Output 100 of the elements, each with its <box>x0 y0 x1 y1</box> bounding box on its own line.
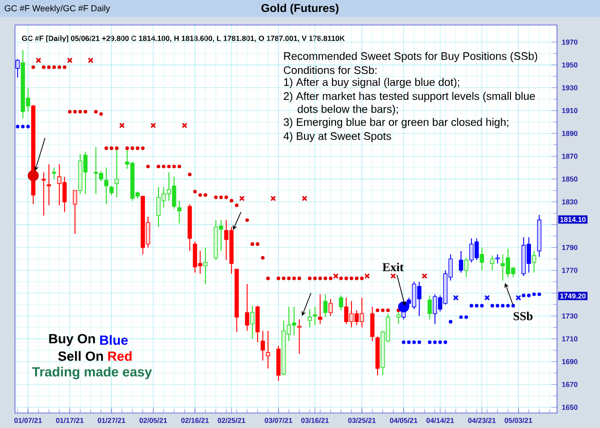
point <box>204 193 208 197</box>
point <box>433 340 437 344</box>
point <box>94 110 98 114</box>
point <box>474 304 478 308</box>
candlestick <box>428 294 432 320</box>
point <box>178 164 182 168</box>
point <box>398 301 410 312</box>
point <box>444 340 448 344</box>
point <box>464 315 468 319</box>
candlestick <box>312 306 318 326</box>
candlestick <box>318 294 322 324</box>
point <box>282 276 286 280</box>
point <box>104 146 108 150</box>
annotation: Trading made easy <box>32 366 152 380</box>
point <box>412 340 416 344</box>
point <box>302 196 308 202</box>
point <box>110 146 114 150</box>
point <box>21 124 25 128</box>
point <box>250 242 254 246</box>
annotation: 4) Buy at Sweet Spots <box>284 132 392 142</box>
point <box>36 58 42 64</box>
point <box>47 65 51 70</box>
point <box>422 273 428 279</box>
point <box>298 276 302 280</box>
candlestick <box>16 58 20 78</box>
point <box>350 276 354 280</box>
candlestick <box>328 298 333 316</box>
point <box>328 276 332 280</box>
annotation: Recommended Sweet Spots for Buy Positions (SSb) <box>284 52 538 62</box>
point <box>66 58 73 64</box>
point <box>500 304 505 308</box>
point <box>364 273 370 279</box>
point <box>198 193 202 197</box>
point <box>150 122 156 128</box>
point <box>245 218 249 222</box>
point <box>537 292 542 296</box>
chart-title: Gold (Futures) <box>261 4 338 14</box>
point <box>527 294 531 298</box>
point <box>58 65 62 70</box>
point <box>390 273 396 279</box>
point <box>354 276 358 280</box>
point <box>28 170 39 182</box>
candlestick <box>480 247 484 271</box>
point <box>333 273 339 279</box>
point <box>318 276 322 280</box>
point <box>386 308 390 312</box>
point <box>26 124 30 128</box>
candlestick <box>203 247 208 285</box>
point <box>266 276 270 280</box>
candlestick <box>297 318 302 354</box>
point <box>130 146 134 150</box>
point <box>42 65 46 70</box>
annotation: Red <box>108 351 132 361</box>
point <box>380 308 385 312</box>
point <box>193 190 197 194</box>
candlestick <box>42 172 46 216</box>
point <box>167 164 171 168</box>
point <box>459 315 463 319</box>
point <box>532 292 536 296</box>
candlestick <box>177 200 182 224</box>
point <box>125 146 129 150</box>
point <box>84 110 88 114</box>
point <box>99 112 103 116</box>
annotation: 2) After market has tested support levels (small blue <box>284 92 535 102</box>
candlestick <box>464 257 468 278</box>
point <box>376 308 380 312</box>
text: GC #F Weekly/GC #F Daily <box>4 4 110 14</box>
annotation: SSb <box>514 312 533 320</box>
candlestick <box>260 330 265 361</box>
point <box>511 304 515 308</box>
point <box>292 276 296 280</box>
point <box>224 196 228 200</box>
point <box>68 110 72 114</box>
point <box>344 276 348 280</box>
point <box>339 276 343 280</box>
point <box>119 122 125 128</box>
point <box>452 294 459 301</box>
annotation: Buy On <box>49 334 95 346</box>
point <box>239 196 245 202</box>
candlestick <box>245 284 250 332</box>
point <box>146 164 150 168</box>
point <box>114 146 119 150</box>
annotation: 1) After a buy signal (large blue dot); <box>284 78 460 88</box>
candlestick <box>532 250 536 274</box>
candlestick <box>458 250 464 274</box>
candlestick <box>250 305 254 340</box>
point <box>88 58 94 64</box>
candlestick <box>266 330 270 369</box>
point <box>270 196 276 202</box>
annotation: Exit <box>382 262 404 272</box>
point <box>484 294 490 301</box>
point <box>276 276 280 280</box>
candlestick <box>72 190 78 234</box>
point <box>470 304 474 308</box>
point <box>396 308 400 312</box>
point <box>62 65 66 70</box>
candlestick <box>396 308 401 324</box>
point <box>496 304 500 308</box>
candlestick <box>495 254 500 264</box>
point <box>516 294 522 301</box>
